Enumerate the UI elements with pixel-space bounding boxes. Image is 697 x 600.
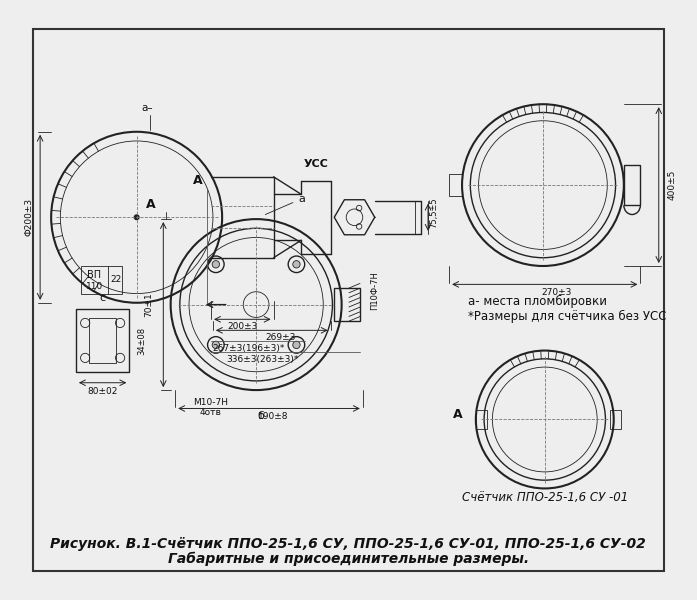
Bar [624, 165, 641, 205]
Bar [89, 319, 116, 362]
Text: 270±3: 270±3 [542, 288, 572, 297]
Text: 200±3: 200±3 [227, 322, 257, 331]
Text: 190±8: 190±8 [259, 412, 289, 421]
Text: Ф200±3: Ф200±3 [24, 198, 33, 236]
Text: 34±08: 34±08 [137, 326, 146, 355]
Text: а- места пломбировки: а- места пломбировки [468, 295, 606, 308]
Text: A: A [193, 174, 203, 187]
Text: 75,5±5: 75,5±5 [429, 197, 438, 228]
Circle shape [212, 341, 220, 349]
Circle shape [293, 260, 300, 268]
Bar [76, 309, 129, 371]
Text: П10Ф-7Н: П10Ф-7Н [370, 271, 379, 310]
Text: 267±3(196±3)*: 267±3(196±3)* [213, 344, 285, 353]
Text: 4отв: 4отв [199, 407, 221, 416]
Text: ВП: ВП [87, 270, 102, 280]
Bar [476, 410, 487, 428]
Circle shape [293, 341, 300, 349]
Bar [82, 266, 122, 293]
Bar [335, 288, 360, 321]
Text: УСС: УСС [303, 159, 328, 169]
Text: с: с [100, 293, 106, 303]
Text: 80±02: 80±02 [87, 388, 118, 397]
Text: Габаритные и присоединительные размеры.: Габаритные и присоединительные размеры. [167, 552, 528, 566]
Text: 269±3: 269±3 [266, 333, 296, 342]
Text: A: A [146, 198, 155, 211]
Text: 336±3(263±3)*: 336±3(263±3)* [227, 355, 299, 364]
Text: 70±1: 70±1 [144, 292, 153, 317]
Bar [610, 410, 621, 428]
Text: 22: 22 [110, 275, 121, 284]
Text: 400±5: 400±5 [667, 170, 676, 200]
Text: Рисунок. В.1-Счётчик ППО-25-1,6 СУ, ППО-25-1,6 СУ-01, ППО-25-1,6 СУ-02: Рисунок. В.1-Счётчик ППО-25-1,6 СУ, ППО-… [50, 536, 646, 551]
Text: а–: а– [142, 103, 153, 113]
Text: 110: 110 [86, 282, 103, 291]
Text: М10-7Н: М10-7Н [192, 398, 228, 407]
Circle shape [135, 215, 139, 220]
Text: Счётчик ППО-25-1,6 СУ -01: Счётчик ППО-25-1,6 СУ -01 [461, 491, 628, 504]
Text: *Размеры для счётчика без УСС: *Размеры для счётчика без УСС [468, 310, 666, 323]
Text: A: A [452, 409, 462, 421]
Bar [449, 174, 462, 196]
Text: б: б [257, 411, 264, 421]
Circle shape [212, 260, 220, 268]
Text: а: а [298, 194, 305, 204]
